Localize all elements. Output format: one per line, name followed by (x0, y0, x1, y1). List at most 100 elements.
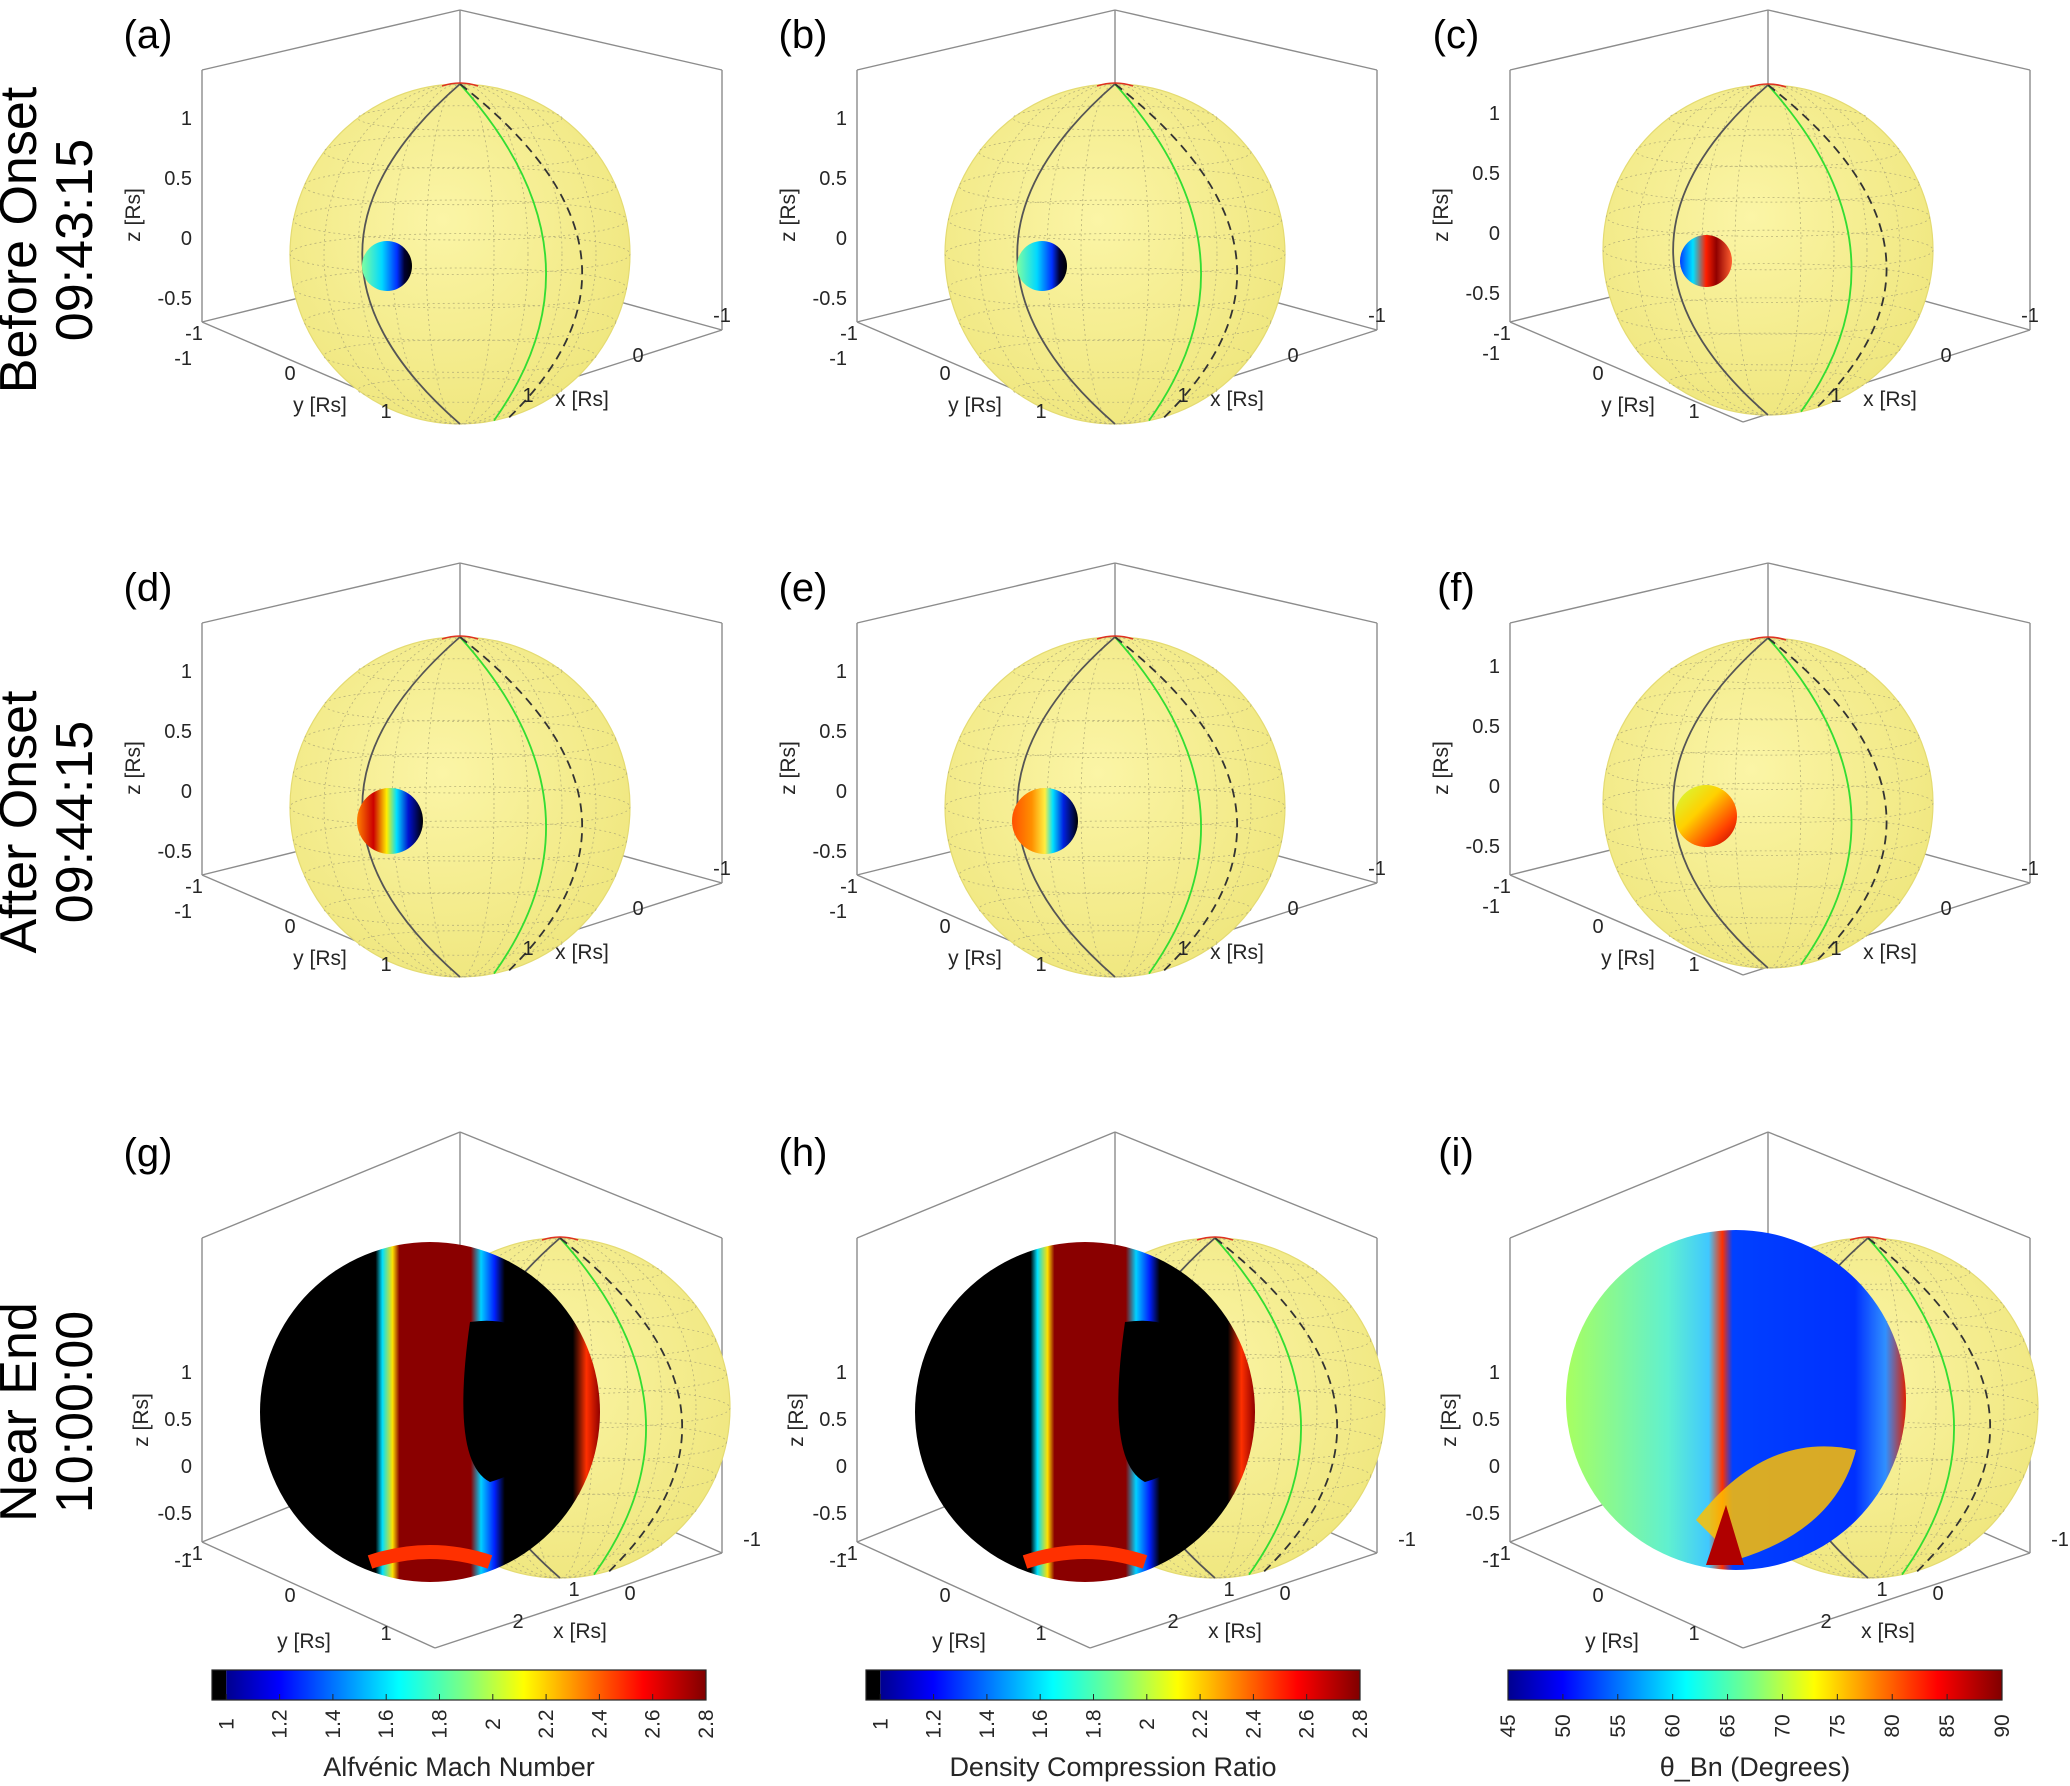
z-tick: -1 (174, 901, 192, 923)
sun-sphere-a (289, 82, 631, 425)
sun-longitude (1734, 84, 1802, 416)
sun-latitude (1616, 297, 1920, 335)
sun-latitude (1605, 750, 1931, 790)
z-tick: 1 (836, 661, 847, 683)
y-axis-label: y [Rs] (948, 947, 1002, 970)
colorbar-frame (211, 1669, 707, 1701)
colorbar-tick-label: 55 (1607, 1714, 1630, 1737)
colorbar-frame (1507, 1669, 2003, 1701)
colorbar-tick-label: 1.6 (375, 1709, 398, 1738)
x-tick: 1 (568, 1579, 579, 1601)
shock-surface-g (260, 1242, 600, 1582)
y-tick: -1 (1493, 876, 1511, 898)
z-tick: -1 (1482, 1550, 1500, 1572)
colorbar-tick-label: 50 (1552, 1714, 1575, 1737)
sun-disk (289, 636, 631, 978)
z-axis-label: z [Rs] (785, 1393, 808, 1447)
panel-label-d: (d) (124, 566, 173, 610)
z-tick: 0.5 (819, 168, 847, 190)
y-tick: 1 (380, 1623, 391, 1645)
y-tick: 1 (380, 954, 391, 976)
sun-latitude (323, 688, 597, 722)
pole-marker (541, 1236, 579, 1241)
sun-longitude (1701, 637, 1835, 969)
box-edge (1742, 1552, 2031, 1649)
colorbar-tick-label: 1.8 (429, 1709, 452, 1738)
y-tick: 1 (380, 401, 391, 423)
y-axis-label: y [Rs] (948, 394, 1002, 417)
sun-latitude (403, 1456, 717, 1496)
colorbar-tick-label: 1.8 (1083, 1709, 1106, 1738)
y-tick: -1 (840, 1543, 858, 1565)
z-axis-label: z [Rs] (777, 741, 800, 795)
x-tick: 0 (1287, 345, 1298, 367)
z-tick: -0.5 (813, 841, 847, 863)
dashed-meridian-line (1214, 1237, 1338, 1574)
colorbar-cb1: 1 1.2 1.4 1.6 1.8 2 2.2 2.4 2.6 2.8 Alfvénic Mach … (211, 1669, 718, 1782)
green-meridian-line (1114, 83, 1202, 422)
z-tick: 0.5 (164, 721, 192, 743)
sun-latitude (958, 719, 1272, 759)
sun-longitude (1701, 84, 1835, 416)
box-edge (1114, 562, 1378, 624)
z-axis-label: z [Rs] (1430, 188, 1453, 242)
shock-blob (1675, 785, 1737, 847)
x-tick: 1 (1223, 1579, 1234, 1601)
sun-latitude (958, 855, 1272, 895)
shock-lower-band (367, 1545, 493, 1569)
panel-label-b: (b) (779, 13, 828, 57)
sun-latitude (1012, 377, 1218, 403)
x-tick: 0 (632, 898, 643, 920)
box-edge (856, 1541, 1091, 1649)
sun-latitude (293, 752, 627, 794)
sun-latitude (357, 377, 563, 403)
box-edge (1509, 1131, 1769, 1239)
z-tick: 0.5 (1472, 716, 1500, 738)
shock-surface-e (1012, 788, 1078, 854)
box-edge (459, 9, 723, 71)
sun-latitude (1765, 1259, 1971, 1285)
colorbar-tick-label: 85 (1936, 1714, 1959, 1737)
colorbar-tick-label: 1.4 (322, 1709, 345, 1739)
pole-marker (1749, 83, 1787, 88)
y-tick: 1 (1035, 401, 1046, 423)
sun-latitude (457, 1259, 663, 1285)
dashed-meridian-line (1867, 1237, 1991, 1574)
sun-latitude (303, 302, 617, 342)
sun-latitude (1112, 1259, 1318, 1285)
z-tick: -1 (829, 348, 847, 370)
row-label-2-line2: 09:44:15 (46, 721, 104, 923)
y-tick: -1 (840, 323, 858, 345)
x-tick: 1 (522, 385, 533, 407)
y-tick: 0 (1592, 916, 1603, 938)
y-tick: 0 (1592, 1585, 1603, 1607)
z-tick: 1 (1489, 103, 1500, 125)
sun-latitude (978, 339, 1252, 373)
x-tick: -1 (2021, 858, 2039, 880)
meridian-line (1672, 637, 1769, 969)
shock-blob (357, 788, 423, 854)
z-tick: -0.5 (813, 288, 847, 310)
panel-b: (b) 1 0.5 0 -0.5 -1 -1 0 1 -1 0 1 z [Rs] y [Rs] x [Rs] (777, 9, 1386, 425)
panel-label-f: (f) (1437, 566, 1475, 610)
z-tick: 1 (181, 1362, 192, 1384)
shock-dark-patch (1118, 1320, 1207, 1482)
colorbars: 1 1.2 1.4 1.6 1.8 2 2.2 2.4 2.6 2.8 Alfvénic Mach … (211, 1669, 2014, 1782)
meridian-line (361, 83, 461, 425)
x-tick: -1 (2021, 305, 2039, 327)
y-axis-label: y [Rs] (293, 947, 347, 970)
x-tick: 1 (1177, 938, 1188, 960)
x-axis-label: x [Rs] (1210, 388, 1264, 411)
colorbar-tick-label: 2 (482, 1718, 505, 1730)
box-edge (1509, 321, 1744, 423)
z-tick: -0.5 (1466, 1503, 1500, 1525)
y-tick: 0 (939, 916, 950, 938)
green-meridian-line (459, 83, 547, 422)
y-tick: 1 (1035, 1623, 1046, 1645)
dashed-meridian-line (559, 1237, 683, 1574)
sun-latitude (457, 1531, 663, 1557)
ticks-d: 1 0.5 0 -0.5 -1 -1 0 1 -1 0 1 z [Rs] y [Rs] x [Rs] (122, 661, 731, 976)
colorbar-tick-label: 70 (1771, 1714, 1794, 1737)
z-tick: 0 (836, 781, 847, 803)
